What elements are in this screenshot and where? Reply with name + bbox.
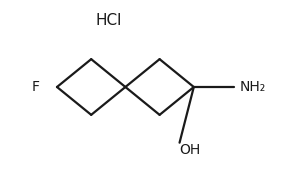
Text: NH₂: NH₂ bbox=[239, 80, 266, 94]
Text: OH: OH bbox=[179, 143, 200, 157]
Text: HCl: HCl bbox=[95, 13, 121, 28]
Text: F: F bbox=[32, 80, 40, 94]
